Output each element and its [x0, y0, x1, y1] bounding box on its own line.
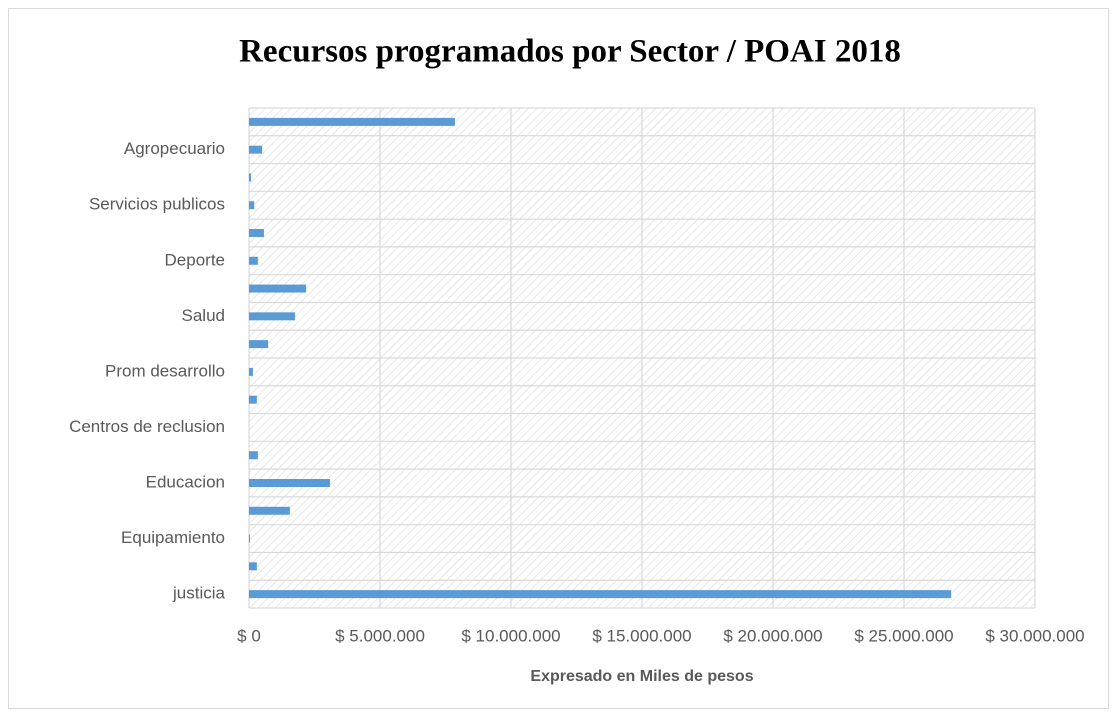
bar: [249, 451, 258, 460]
y-tick-label: Agropecuario: [124, 139, 225, 158]
y-tick-label: Centros de reclusion: [69, 417, 225, 436]
chart-title: Recursos programados por Sector / POAI 2…: [239, 34, 901, 70]
bar: [249, 479, 330, 487]
x-tick-label: $ 25.000.000: [854, 626, 953, 645]
bar: [249, 117, 455, 126]
x-tick-label: $ 15.000.000: [592, 626, 691, 645]
x-tick-label: $ 20.000.000: [723, 626, 822, 645]
y-tick-label: Servicios publicos: [89, 195, 225, 214]
y-tick-label: justicia: [172, 584, 226, 603]
x-tick-label: $ 30.000.000: [985, 626, 1084, 645]
x-tick-label: $ 5.000.000: [335, 626, 425, 645]
bar: [249, 312, 296, 321]
y-tick-label: Salud: [182, 306, 225, 325]
bar: [249, 340, 269, 349]
bar: [249, 534, 251, 543]
y-tick-label: Prom desarrollo: [105, 361, 225, 380]
y-tick-label: Deporte: [165, 250, 225, 269]
bar: [249, 229, 264, 237]
x-tick-label: $ 0: [237, 626, 261, 645]
bar: [249, 590, 952, 599]
bar: [249, 284, 307, 293]
y-tick-label: Equipamiento: [121, 528, 225, 547]
bar: [249, 506, 290, 515]
bar: [249, 256, 258, 265]
x-axis-label: Expresado en Miles de pesos: [530, 668, 753, 685]
bar: [249, 145, 263, 154]
bar: [249, 201, 255, 210]
bar: [249, 562, 257, 571]
y-tick-label: Educacion: [146, 472, 225, 491]
bar: [249, 367, 253, 376]
bar: [249, 173, 252, 182]
bar: [249, 395, 257, 404]
x-tick-label: $ 10.000.000: [461, 626, 560, 645]
